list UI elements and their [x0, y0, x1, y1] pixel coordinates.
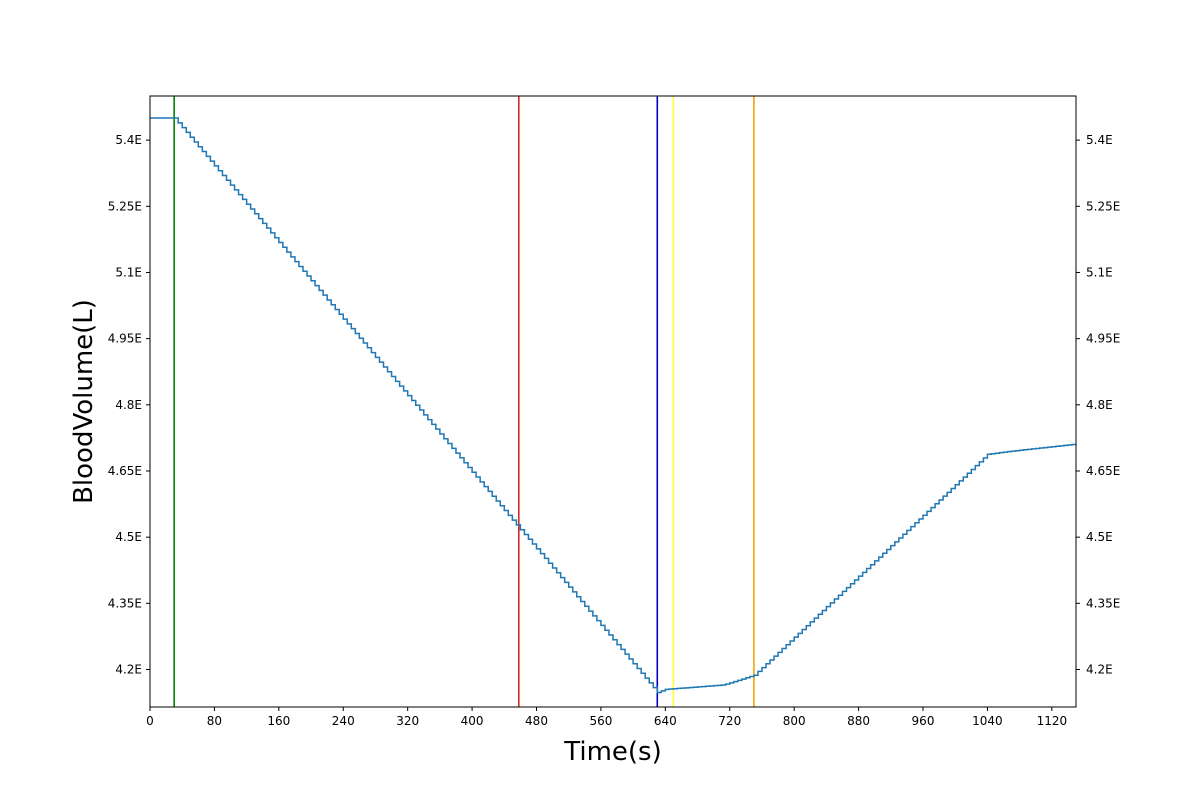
x-tick-label: 1120 — [1037, 714, 1068, 728]
x-tick-label: 640 — [654, 714, 677, 728]
vertical-markers — [173, 96, 755, 707]
x-tick-label: 320 — [396, 714, 419, 728]
x-tick-label: 560 — [589, 714, 612, 728]
y-tick-label-left: 4.8E — [115, 398, 142, 412]
y-tick-label-right: 4.5E — [1086, 530, 1113, 544]
y-tick-label-right: 5.4E — [1086, 133, 1113, 147]
y-tick-label-left: 4.2E — [115, 663, 142, 677]
y-tick-label-right: 4.35E — [1086, 596, 1120, 610]
x-tick-label: 880 — [847, 714, 870, 728]
y-tick-label-right: 4.95E — [1086, 332, 1120, 346]
x-tick-label: 1040 — [972, 714, 1003, 728]
x-tick-label: 400 — [461, 714, 484, 728]
y-tick-label-right: 5.1E — [1086, 265, 1113, 279]
y-tick-label-left: 4.95E — [108, 332, 142, 346]
x-tick-label: 800 — [783, 714, 806, 728]
y-tick-label-right: 4.65E — [1086, 464, 1120, 478]
y-axis-left: 4.2E 4.35E 4.5E 4.65E 4.8E 4.95E 5.1E 5.25E 5.4E — [108, 133, 150, 677]
y-tick-label-right: 5.25E — [1086, 199, 1120, 213]
y-tick-label-left: 4.5E — [115, 530, 142, 544]
series-line-0 — [150, 117, 1076, 694]
y-tick-label-right: 4.8E — [1086, 398, 1113, 412]
y-tick-label-left: 4.35E — [108, 596, 142, 610]
series-group — [150, 117, 1076, 694]
y-tick-label-left: 5.1E — [115, 265, 142, 279]
x-axis: 0 80 160 240 320 400 480 560 640 720 800 880 960 1040… — [146, 707, 1067, 728]
x-tick-label: 720 — [718, 714, 741, 728]
y-tick-label-left: 5.4E — [115, 133, 142, 147]
x-tick-label: 480 — [525, 714, 548, 728]
x-axis-title: Time(s) — [563, 737, 661, 767]
x-tick-label: 80 — [207, 714, 222, 728]
y-tick-label-right: 4.2E — [1086, 663, 1113, 677]
plot-frame — [149, 95, 1077, 708]
y-axis-title: BloodVolume(L) — [69, 299, 99, 504]
x-tick-label: 0 — [146, 714, 154, 728]
y-tick-label-left: 4.65E — [108, 464, 142, 478]
y-tick-label-left: 5.25E — [108, 199, 142, 213]
x-tick-label: 960 — [912, 714, 935, 728]
x-tick-label: 240 — [332, 714, 355, 728]
y-axis-right: 4.2E 4.35E 4.5E 4.65E 4.8E 4.95E 5.1E 5.25E 5.4E — [1076, 133, 1120, 677]
x-tick-label: 160 — [267, 714, 290, 728]
